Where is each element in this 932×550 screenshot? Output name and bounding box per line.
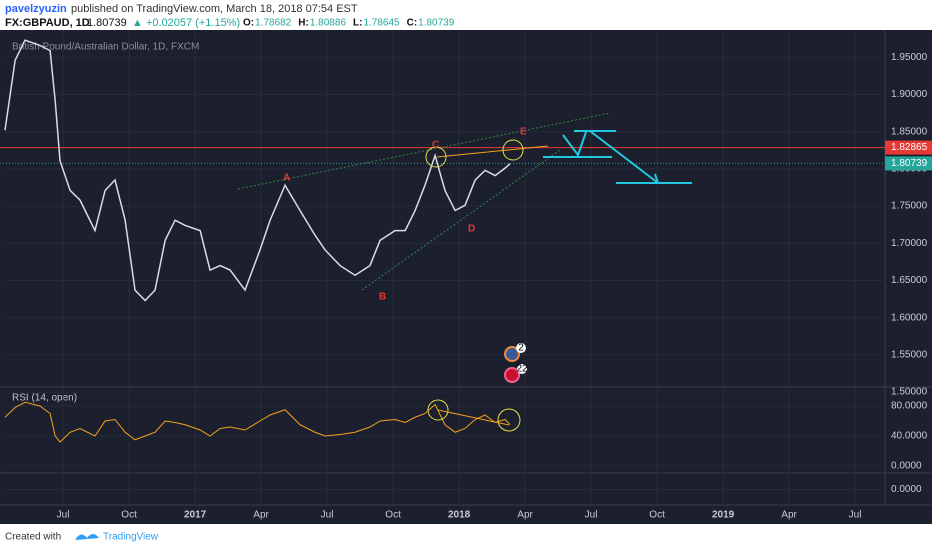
- event-count-bg: [517, 364, 527, 374]
- trend-line: [436, 145, 549, 158]
- ohlc-label: H:: [298, 18, 309, 29]
- plot: Jul Oct 2017 Apr Jul Oct 2018 Apr Jul Oct 2019 Apr J…: [0, 30, 932, 521]
- x-tick-label: Oct: [649, 510, 665, 521]
- x-tick-label: Jul: [321, 510, 334, 521]
- x-tick-label: Oct: [385, 510, 401, 521]
- drawings: [237, 112, 692, 432]
- ohlc: O: 1.78682 H: 1.80886 L: 1.78645 C: 1.80739: [243, 18, 455, 29]
- y-tick-label: 40.0000: [891, 431, 928, 442]
- highlight-circle: [427, 399, 449, 421]
- y-tick-label: 1.95000: [891, 52, 928, 63]
- trend-line: [437, 409, 510, 426]
- highlight-circle: [502, 139, 524, 161]
- ohlc-value: 1.80739: [418, 18, 455, 29]
- last-price: 1.80739: [87, 17, 127, 29]
- price-level-tag: [885, 156, 932, 171]
- y-tick-label: 1.75000: [891, 201, 928, 212]
- highlight-circle: [497, 408, 521, 432]
- projection: [589, 130, 659, 184]
- event-badge[interactable]: [504, 367, 520, 383]
- y-tick-label: 1.85000: [891, 126, 928, 137]
- chart-bg: [0, 30, 932, 524]
- wave-label: B: [379, 292, 386, 303]
- wave-label: C: [432, 140, 439, 151]
- chart-title: British Pound/Australian Dollar, 1D, FXC…: [12, 42, 199, 53]
- tv-logo: [75, 534, 99, 540]
- x-tick-label: Jul: [585, 510, 598, 521]
- published: published on TradingView.com, March 18, …: [71, 3, 358, 15]
- footer-bg: [0, 524, 932, 550]
- y-tick-label: 0.0000: [891, 484, 922, 495]
- price-level-tag: [885, 140, 932, 155]
- x-tick-label: Oct: [121, 510, 137, 521]
- ohlc-value: 1.78682: [255, 18, 292, 29]
- ohlc-value: 1.80886: [310, 18, 347, 29]
- y-tick-label: 0.0000: [891, 461, 922, 472]
- price-level-label: 1.80739: [891, 158, 928, 169]
- rsi-line: [4, 401, 511, 443]
- author: pavelzyuzin: [5, 3, 67, 15]
- x-tick-label: Jul: [849, 510, 862, 521]
- projection: [562, 131, 587, 158]
- x-tick-label: Jul: [57, 510, 70, 521]
- y-tick-label: 1.60000: [891, 312, 928, 323]
- y-tick-label: 1.65000: [891, 275, 928, 286]
- ohlc-value: 1.78645: [363, 18, 400, 29]
- highlight-circle: [425, 146, 447, 168]
- trend-line: [361, 149, 561, 291]
- y-tick-label: 1.55000: [891, 349, 928, 360]
- symbol: FX:GBPAUD, 1D: [5, 17, 90, 29]
- event-count-bg: [516, 343, 526, 353]
- ohlc-label: O:: [243, 18, 254, 29]
- y-tick-label: 1.90000: [891, 89, 928, 100]
- footer-created: Created with: [5, 532, 61, 543]
- event-count: 2: [518, 343, 524, 354]
- price-level-label: 1.82865: [891, 142, 928, 153]
- x-tick-label: Apr: [253, 510, 269, 521]
- y-tick-label: 1.50000: [891, 387, 928, 398]
- x-tick-label: Apr: [781, 510, 797, 521]
- x-tick-label: 2019: [712, 510, 735, 521]
- x-tick-label: Apr: [517, 510, 533, 521]
- wave-label: A: [283, 173, 290, 184]
- x-tick-label: 2017: [184, 510, 207, 521]
- trend-line: [237, 112, 611, 190]
- footer-brand: TradingView: [103, 532, 159, 543]
- change: ▲ +0.02057 (+1.15%): [132, 17, 240, 29]
- header-bg: [0, 0, 932, 30]
- x-tick-label: 2018: [448, 510, 471, 521]
- wave-label: E: [520, 127, 527, 138]
- wave-label: D: [468, 224, 475, 235]
- ohlc-label: C:: [407, 18, 418, 29]
- ohlc-label: L:: [353, 18, 362, 29]
- event-badge[interactable]: [504, 346, 520, 362]
- event-count: 22: [516, 364, 528, 375]
- y-tick-label: 1.70000: [891, 238, 928, 249]
- rsi-title: RSI (14, open): [12, 393, 77, 404]
- y-tick-label: 80.0000: [891, 401, 928, 412]
